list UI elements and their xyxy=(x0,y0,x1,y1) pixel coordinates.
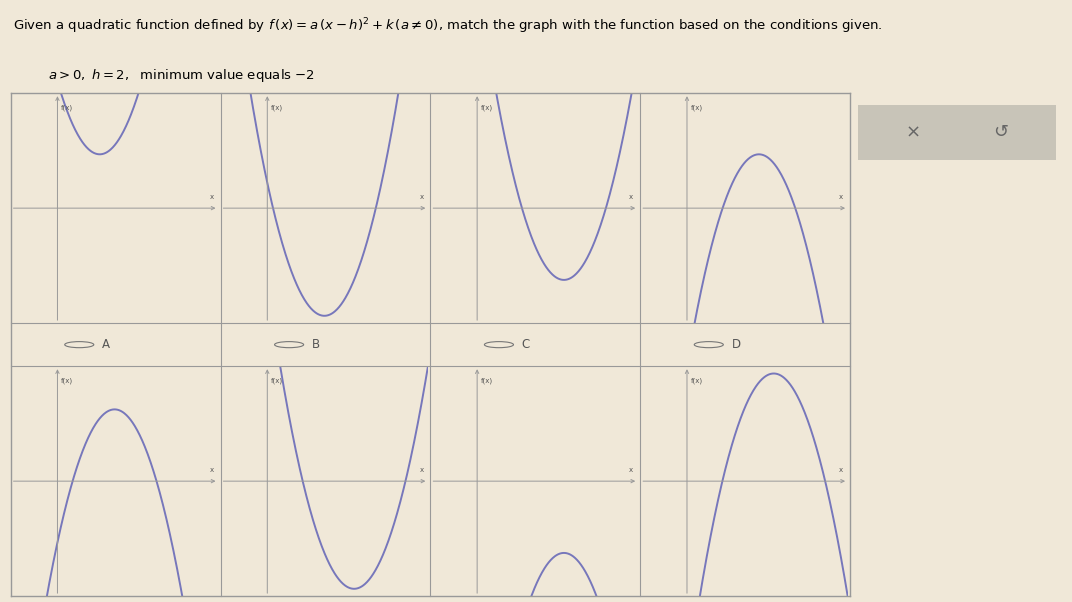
Text: f(x): f(x) xyxy=(480,377,493,383)
Text: f(x): f(x) xyxy=(480,104,493,111)
Text: ×: × xyxy=(906,123,921,141)
Text: ↺: ↺ xyxy=(993,123,1008,141)
Text: x: x xyxy=(419,467,423,473)
Text: A: A xyxy=(102,338,110,351)
Text: D: D xyxy=(732,338,741,351)
Text: x: x xyxy=(629,194,634,200)
Text: C: C xyxy=(522,338,530,351)
Text: $a>0,\;h=2,$  minimum value equals $-2$: $a>0,\;h=2,$ minimum value equals $-2$ xyxy=(48,67,315,84)
Text: x: x xyxy=(629,467,634,473)
Text: x: x xyxy=(839,467,844,473)
Text: f(x): f(x) xyxy=(690,104,702,111)
Text: x: x xyxy=(839,194,844,200)
Text: f(x): f(x) xyxy=(61,104,73,111)
Text: f(x): f(x) xyxy=(271,104,283,111)
Text: x: x xyxy=(209,467,213,473)
Text: f(x): f(x) xyxy=(61,377,73,383)
Text: x: x xyxy=(209,194,213,200)
Text: f(x): f(x) xyxy=(271,377,283,383)
Text: Given a quadratic function defined by $f\,(x)=a\,(x-h)^2+k$$\,(a\neq0)$, match t: Given a quadratic function defined by $f… xyxy=(13,17,882,36)
Text: B: B xyxy=(312,338,321,351)
FancyBboxPatch shape xyxy=(848,104,1066,161)
Text: f(x): f(x) xyxy=(690,377,702,383)
Text: x: x xyxy=(419,194,423,200)
